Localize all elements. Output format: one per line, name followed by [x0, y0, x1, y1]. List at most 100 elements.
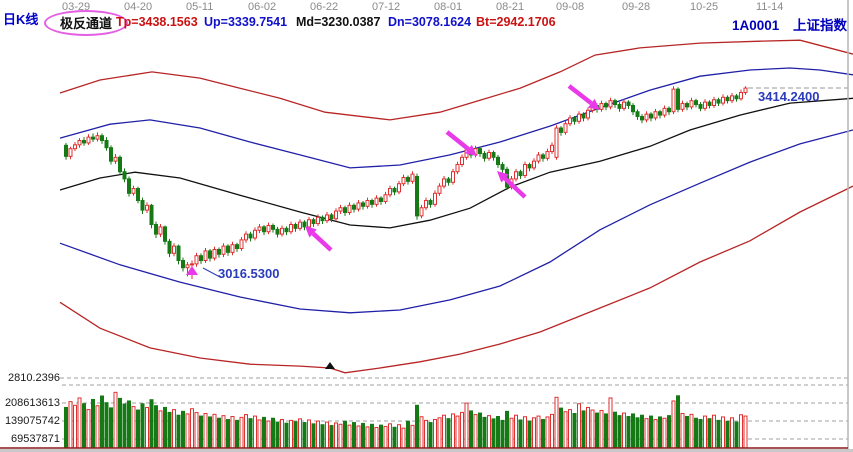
candle-body — [568, 117, 572, 125]
candle-body — [302, 221, 307, 228]
volume-bar — [329, 425, 334, 449]
candle-body — [415, 176, 419, 217]
indicator-badge-circled[interactable]: 极反通道 — [44, 10, 129, 36]
volume-bar — [581, 410, 586, 449]
candle-body — [586, 109, 590, 119]
volume-bar — [608, 397, 613, 449]
candle-body — [271, 224, 275, 230]
volume-bar — [95, 405, 100, 449]
volume-bar — [370, 423, 374, 449]
date-tick-label: 11-14 — [756, 1, 784, 13]
volume-bar — [505, 410, 509, 449]
candle-body — [397, 183, 401, 193]
chart-period-label[interactable]: 日K线 — [3, 12, 39, 27]
volume-bar — [743, 415, 748, 449]
candle-body — [208, 250, 212, 259]
candle-body — [487, 152, 491, 159]
volume-bar — [536, 415, 541, 449]
candle-body — [280, 227, 284, 235]
date-tick-label: 10-25 — [690, 1, 719, 13]
volume-bar — [73, 404, 77, 449]
volume-bar — [383, 425, 388, 449]
candle-body — [275, 228, 280, 235]
candle-body — [707, 101, 712, 106]
volume-bar — [136, 409, 140, 449]
volume-bar — [739, 414, 743, 449]
candle-body — [460, 156, 464, 166]
candle-body — [244, 233, 248, 241]
volume-bar — [325, 421, 329, 449]
candle-body — [617, 104, 622, 109]
date-tick-label: 09-28 — [622, 1, 651, 13]
volume-bar — [532, 417, 536, 449]
volume-bar — [226, 419, 230, 449]
candle-body — [640, 116, 644, 121]
volume-bar — [518, 419, 523, 449]
candle-body — [631, 104, 635, 113]
candle-body — [743, 87, 748, 94]
candle-body — [248, 233, 253, 239]
volume-bar — [595, 412, 599, 449]
volume-bar — [239, 416, 244, 449]
window-bottom-edge — [0, 449, 853, 452]
volume-bar — [176, 414, 181, 449]
volume-bar — [599, 409, 604, 449]
candle-body — [167, 240, 172, 254]
candle-body — [541, 154, 545, 159]
volume-bar — [388, 423, 392, 449]
bottom-signal-triangle — [186, 266, 198, 275]
symbol-header[interactable]: 1A0001 上证指数 — [722, 14, 847, 34]
candle-body — [113, 156, 118, 162]
band-bt-line — [59, 185, 853, 374]
volume-bar — [680, 412, 685, 449]
candle-body — [136, 188, 140, 202]
annotation-arrow-head — [305, 226, 317, 238]
candle-body — [266, 224, 271, 233]
date-tick-label: 09-08 — [556, 1, 585, 13]
volume-bar — [635, 417, 640, 449]
candle-body — [676, 88, 680, 110]
volume-bar — [118, 397, 122, 449]
candle-body — [491, 152, 496, 158]
candle-body — [721, 96, 725, 104]
candle-body — [572, 117, 577, 122]
candle-body — [181, 260, 185, 269]
volume-bar — [230, 416, 235, 449]
candle-body — [680, 103, 685, 110]
volume-bar — [469, 410, 473, 449]
volume-bar — [667, 415, 671, 449]
candle-body — [221, 245, 226, 255]
candle-body — [329, 214, 334, 220]
candle-body — [311, 219, 316, 225]
volume-bar — [221, 415, 226, 449]
candle-body — [500, 164, 505, 170]
candle-body — [437, 185, 442, 194]
volume-bar — [356, 425, 361, 449]
candle-body — [424, 200, 428, 209]
candle-body — [559, 127, 563, 133]
candle-body — [523, 164, 527, 177]
volume-bar — [100, 395, 104, 449]
volume-bar — [392, 426, 397, 449]
candle-body — [649, 113, 653, 119]
volume-bar — [590, 409, 595, 449]
date-tick-label: 06-02 — [248, 1, 277, 13]
volume-bar — [379, 424, 383, 449]
volume-bar — [514, 414, 518, 449]
candle-body — [478, 148, 482, 154]
volume-bar — [658, 416, 662, 449]
candle-body — [172, 245, 176, 254]
candle-body — [577, 113, 581, 122]
candle-body — [158, 226, 163, 235]
annotation-arrow-shaft — [567, 84, 593, 106]
volume-bar — [703, 415, 707, 449]
volume-bar — [640, 414, 644, 449]
candle-body — [536, 154, 541, 162]
candle-body — [334, 210, 338, 220]
candle-body — [527, 164, 532, 169]
candle-body — [613, 100, 617, 106]
volume-bar — [181, 410, 185, 449]
candle-body — [91, 136, 95, 140]
volume-bar — [374, 427, 379, 449]
